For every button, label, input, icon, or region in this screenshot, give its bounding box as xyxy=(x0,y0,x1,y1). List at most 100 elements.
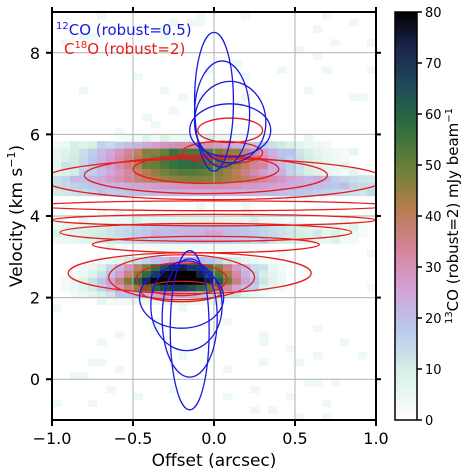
heatmap-cell xyxy=(115,209,125,217)
c18o-contour xyxy=(59,222,353,242)
heatmap-cell xyxy=(367,175,376,183)
legend-12co: 12CO (robust=0.5) xyxy=(56,21,192,39)
heatmap-cell xyxy=(106,263,116,271)
heatmap-cell xyxy=(160,86,170,95)
heatmap-cell xyxy=(97,277,107,285)
heatmap-cell xyxy=(79,175,89,183)
heatmap-cell xyxy=(205,229,215,237)
heatmap-cell xyxy=(286,229,296,237)
heatmap-cell xyxy=(214,236,224,244)
heatmap-cell xyxy=(88,32,98,40)
y-tick-label: 0 xyxy=(30,370,40,389)
heatmap-cell xyxy=(178,236,188,244)
heatmap-cell xyxy=(79,86,89,95)
heatmap-cell xyxy=(88,284,98,292)
heatmap-cell xyxy=(196,263,206,271)
heatmap-cell xyxy=(223,365,233,373)
heatmap-cell xyxy=(331,236,341,244)
heatmap-cell xyxy=(241,216,251,224)
heatmap-cell xyxy=(79,284,89,292)
heatmap-cell xyxy=(97,263,107,271)
colorbar xyxy=(394,11,418,421)
heatmap-cell xyxy=(295,229,305,237)
heatmap-cell xyxy=(106,175,116,183)
heatmap-cell xyxy=(232,256,242,265)
heatmap-cell xyxy=(205,243,215,251)
heatmap-cell xyxy=(232,216,242,224)
heatmap-cell xyxy=(259,175,269,183)
heatmap-cell xyxy=(115,154,125,163)
heatmap-cell xyxy=(214,290,224,299)
heatmap-cell xyxy=(214,182,224,190)
heatmap-cell xyxy=(214,270,224,278)
heatmap-cell xyxy=(286,175,296,183)
heatmap-cell xyxy=(250,270,260,278)
heatmap-cell xyxy=(187,168,197,176)
heatmap-cell xyxy=(151,161,161,169)
heatmap-cell xyxy=(70,161,80,169)
heatmap-cell xyxy=(277,222,287,231)
heatmap-cell xyxy=(268,263,278,271)
heatmap-cell xyxy=(196,12,206,20)
heatmap-cell xyxy=(70,290,80,299)
heatmap-cell xyxy=(187,175,197,183)
heatmap-cell xyxy=(250,386,260,394)
heatmap-cell xyxy=(160,25,170,33)
heatmap-cell xyxy=(214,141,224,149)
heatmap-cell xyxy=(223,236,233,244)
heatmap-cell xyxy=(259,284,269,292)
heatmap-cell xyxy=(115,256,125,265)
heatmap-cell xyxy=(115,182,125,190)
heatmap-cell xyxy=(97,175,107,183)
heatmap-cell xyxy=(304,195,314,203)
heatmap-cell xyxy=(250,141,260,149)
heatmap-cell xyxy=(88,182,98,190)
heatmap-cell xyxy=(169,270,179,278)
heatmap-cell xyxy=(241,270,251,278)
heatmap-cell xyxy=(322,236,332,244)
heatmap-cell xyxy=(151,263,161,271)
heatmap-cell xyxy=(52,222,62,231)
heatmap-cell xyxy=(232,148,242,156)
heatmap-cell xyxy=(259,188,269,197)
heatmap-cell xyxy=(115,188,125,197)
heatmap-cell xyxy=(250,243,260,251)
heatmap-cell xyxy=(88,229,98,237)
heatmap-cell xyxy=(124,284,134,292)
heatmap-cell xyxy=(124,270,134,278)
heatmap-cell xyxy=(151,148,161,156)
colorbar-tick-label: 50 xyxy=(425,159,442,174)
heatmap-cell xyxy=(223,175,233,183)
heatmap-cell xyxy=(268,141,278,149)
heatmap-cell xyxy=(124,182,134,190)
heatmap-cell xyxy=(196,168,206,176)
heatmap-cell xyxy=(340,182,350,190)
heatmap-cell xyxy=(250,168,260,176)
heatmap-cell xyxy=(115,263,125,271)
x-tick-label: −1.0 xyxy=(33,429,72,448)
colorbar-ticks: 0 10 20 30 40 50 60 70 80 xyxy=(417,6,442,429)
heatmap-cell xyxy=(250,216,260,224)
heatmap-cell xyxy=(340,216,350,224)
colorbar-tick-label: 0 xyxy=(425,414,433,429)
heatmap-cell xyxy=(169,182,179,190)
heatmap-cell xyxy=(313,188,323,197)
heatmap-cell xyxy=(187,222,197,231)
heatmap-cell xyxy=(232,290,242,299)
heatmap-cell xyxy=(61,39,71,47)
heatmap-cell xyxy=(115,229,125,237)
heatmap-cell xyxy=(142,290,152,299)
heatmap-cell xyxy=(178,134,188,142)
heatmap-cell xyxy=(295,222,305,231)
heatmap-cell xyxy=(223,216,233,224)
heatmap-cell xyxy=(205,141,215,149)
heatmap-cell xyxy=(133,154,143,163)
heatmap-cell xyxy=(115,297,125,305)
heatmap-cell xyxy=(250,182,260,190)
heatmap-cell xyxy=(367,284,376,292)
heatmap-cell xyxy=(277,284,287,292)
heatmap-cell xyxy=(304,236,314,244)
heatmap-cell xyxy=(214,148,224,156)
heatmap-cell xyxy=(268,406,278,414)
heatmap-cell xyxy=(88,399,98,407)
